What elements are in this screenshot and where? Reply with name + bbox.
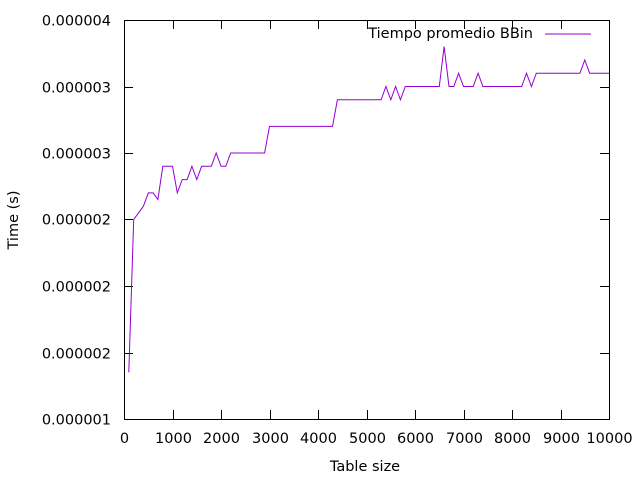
legend-label: Tiempo promedio BBin	[367, 26, 533, 42]
x-tick-label: 9000	[543, 431, 580, 447]
x-axis-title: Table size	[329, 459, 400, 475]
x-tick-label: 8000	[494, 431, 531, 447]
plot-frame	[124, 20, 610, 420]
series-line	[128, 46, 609, 373]
x-axis: 0 1000 2000 3000 4000 5000 6000 7000 8000 9000 100…	[120, 20, 633, 447]
y-tick-label: 0.000001	[42, 413, 111, 429]
x-tick-label: 2000	[203, 431, 240, 447]
legend: Tiempo promedio BBin	[367, 26, 591, 42]
x-tick-label: 4000	[300, 431, 337, 447]
x-tick-label: 1000	[155, 431, 192, 447]
y-tick-label: 0.000002	[42, 280, 111, 296]
x-tick-label: 0	[120, 431, 129, 447]
y-tick-label: 0.000002	[42, 347, 111, 363]
x-tick-label: 5000	[349, 431, 386, 447]
y-axis-title: Time (s)	[6, 191, 22, 251]
y-tick-label: 0.000003	[42, 81, 111, 97]
y-tick-label: 0.000004	[42, 14, 111, 30]
x-tick-label: 7000	[446, 431, 483, 447]
y-tick-label: 0.000003	[42, 147, 111, 163]
y-tick-label: 0.000002	[42, 213, 111, 229]
y-axis: 0.000001 0.000002 0.000002 0.000002 0.000003…	[42, 14, 609, 429]
series-layer	[128, 46, 609, 373]
x-tick-label: 6000	[397, 431, 434, 447]
x-tick-label: 10000	[586, 431, 632, 447]
x-tick-label: 3000	[252, 431, 289, 447]
